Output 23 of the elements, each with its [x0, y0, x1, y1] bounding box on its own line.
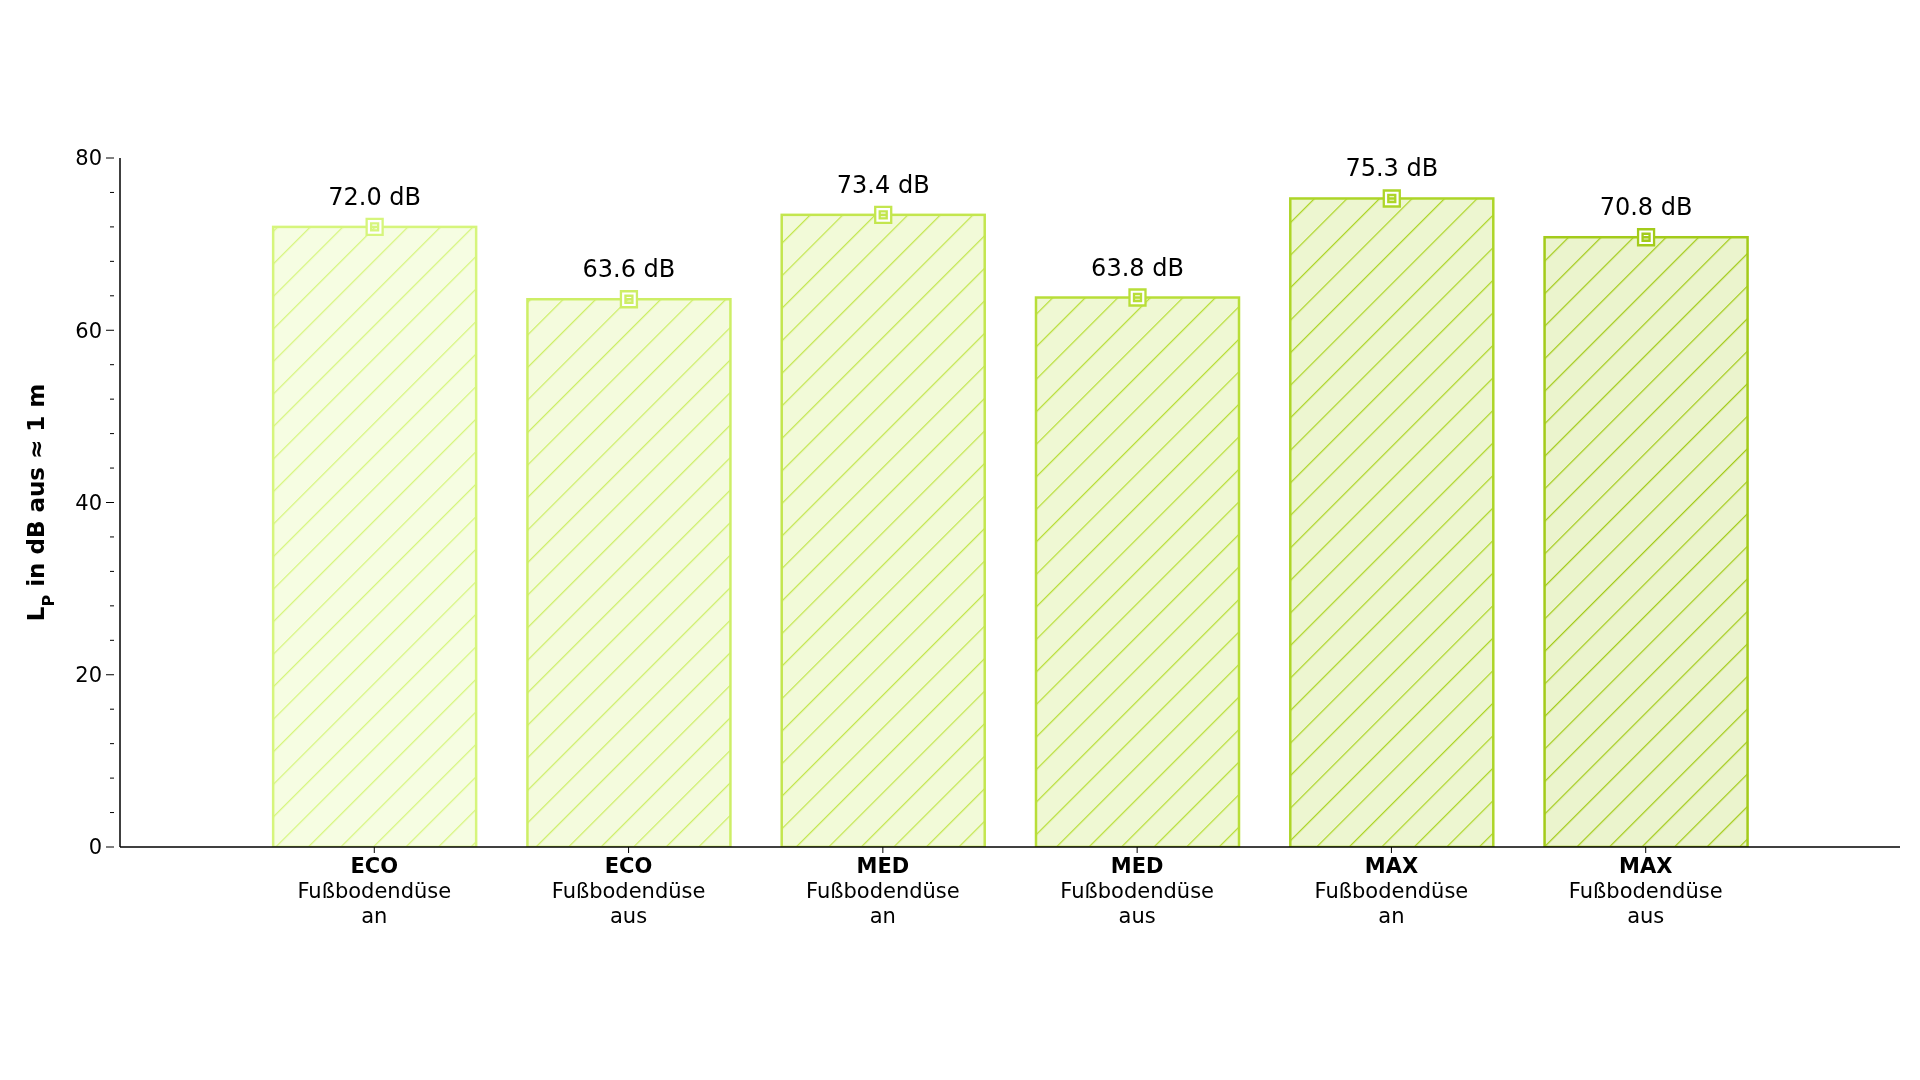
x-tick-label: MED Fußbodendüse an — [806, 854, 960, 928]
data-label: 75.3 dB — [1345, 154, 1439, 183]
data-label: 63.6 dB — [582, 255, 676, 284]
data-label: 70.8 dB — [1599, 193, 1693, 222]
bar — [780, 213, 986, 847]
bar — [526, 298, 732, 847]
bar — [271, 225, 478, 847]
data-label: 72.0 dB — [328, 182, 422, 211]
x-tick-label: ECO Fußbodendüse aus — [551, 854, 706, 928]
data-label: 63.8 dB — [1091, 253, 1184, 282]
data-label: 73.4 dB — [836, 170, 930, 199]
bar — [1543, 235, 1749, 847]
bar — [1034, 296, 1241, 847]
x-tick-label: MAX Fußbodendüse an — [1314, 854, 1469, 928]
y-tick-label: 20 — [75, 663, 102, 688]
x-tick-label: MAX Fußbodendüse aus — [1568, 854, 1723, 928]
y-tick-label: 60 — [75, 318, 102, 343]
x-tick-label: MED Fußbodendüse aus — [1060, 854, 1214, 928]
y-tick-label: 0 — [88, 835, 102, 860]
x-tick-label: ECO Fußbodendüse an — [297, 854, 452, 928]
y-tick-label: 40 — [75, 490, 102, 515]
y-tick-label: 80 — [75, 146, 102, 171]
bar — [1289, 197, 1495, 847]
